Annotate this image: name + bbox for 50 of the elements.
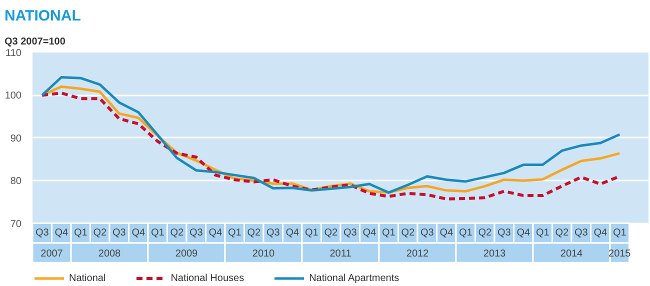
x-tick-label: Q3: [574, 228, 588, 239]
text: 2015: [608, 248, 632, 260]
x-tick-label: Q3: [343, 228, 358, 239]
x-tick-label: Q4: [440, 228, 454, 239]
x-tick-label: Q3: [266, 228, 280, 239]
text: 2012: [406, 248, 430, 260]
x-tick-label: Q2: [170, 228, 184, 239]
text: 2011: [330, 248, 352, 260]
x-tick-label: Q2: [555, 228, 569, 239]
x-tick-label: Q2: [93, 228, 107, 239]
x-tick-label: Q4: [286, 228, 300, 239]
y-tick-label: 90: [10, 133, 22, 144]
legend-label: National: [69, 272, 106, 284]
x-tick-label: Q1: [612, 228, 627, 239]
x-tick-label: Q4: [54, 228, 68, 239]
legend-label: National Houses: [170, 272, 244, 284]
x-tick-label: Q1: [228, 228, 242, 239]
x-tick-label: Q1: [458, 228, 473, 239]
y-axis-title: Q3 2007=100: [4, 36, 66, 48]
text: 2008: [98, 248, 122, 260]
x-tick-label: Q1: [150, 228, 165, 239]
text: 2014: [560, 248, 584, 260]
x-tick-label: Q2: [401, 228, 415, 239]
x-tick-label: Q4: [132, 228, 146, 239]
text: 2009: [175, 248, 198, 260]
y-tick-label: 110: [6, 48, 22, 59]
text: 2013: [483, 248, 506, 260]
x-tick-label: Q3: [35, 228, 50, 239]
text: 2007: [40, 248, 64, 260]
x-tick-label: Q4: [208, 228, 222, 239]
x-tick-label: Q4: [362, 228, 376, 239]
x-tick-label: Q3: [497, 228, 512, 239]
x-tick-label: Q1: [536, 228, 550, 239]
x-tick-label: Q2: [247, 228, 261, 239]
x-tick-label: Q1: [382, 228, 396, 239]
x-tick-label: Q3: [420, 228, 434, 239]
x-tick-label: Q1: [304, 228, 319, 239]
y-tick-label: 100: [4, 90, 22, 102]
x-tick-label: Q2: [324, 228, 338, 239]
x-tick-label: Q4: [594, 228, 608, 239]
y-tick-label: 80: [10, 176, 22, 188]
legend-label: National Apartments: [309, 272, 400, 284]
x-tick-label: Q2: [478, 228, 492, 239]
x-tick-label: Q3: [112, 228, 126, 239]
text: 2010: [252, 248, 276, 260]
x-tick-label: Q1: [74, 228, 88, 239]
chart-title: NATIONAL: [4, 8, 81, 24]
x-tick-label: Q4: [516, 228, 530, 239]
x-tick-label: Q3: [189, 228, 204, 239]
y-tick-label: 70: [10, 218, 22, 230]
